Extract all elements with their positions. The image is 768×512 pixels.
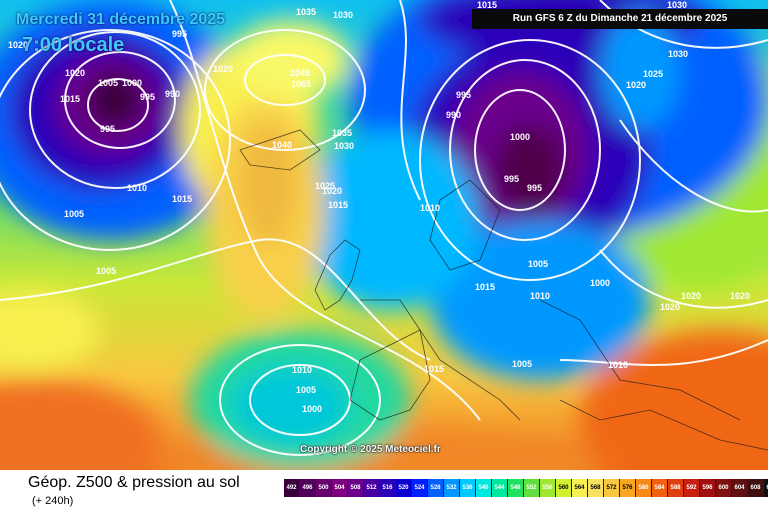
pressure-label: 1020	[8, 40, 28, 50]
scale-cell: 548	[508, 479, 524, 497]
copyright: Copyright © 2025 Meteociel.fr	[300, 444, 441, 455]
pressure-label: 1015	[424, 364, 444, 374]
run-info: Run GFS 6 Z du Dimanche 21 décembre 2025	[472, 9, 768, 29]
scale-cell: 508	[348, 479, 364, 497]
color-scale: 492 496 500 504 508 512 516 520 524 528 532 536 540 5…	[284, 479, 768, 497]
pressure-label: 1065	[291, 79, 311, 89]
pressure-label: 1005	[96, 266, 116, 276]
pressure-label: 1030	[667, 0, 687, 10]
pressure-label: 995	[140, 92, 155, 102]
pressure-label: 1010	[292, 365, 312, 375]
scale-cell: 516	[380, 479, 396, 497]
scale-cell: 556	[540, 479, 556, 497]
pressure-label: 995	[172, 29, 187, 39]
pressure-label: 1005	[296, 385, 316, 395]
scale-cell: 560	[556, 479, 572, 497]
pressure-label: 1000	[510, 132, 530, 142]
pressure-label: 995	[456, 90, 471, 100]
scale-cell: 512	[364, 479, 380, 497]
pressure-label: 1035	[296, 7, 316, 17]
pressure-label: 990	[165, 89, 180, 99]
scale-cell: 576	[620, 479, 636, 497]
pressure-label: 1010	[530, 291, 550, 301]
forecast-lead: (+ 240h)	[32, 495, 74, 507]
scale-cell: 520	[396, 479, 412, 497]
legend-footer: Géop. Z500 & pression au sol (+ 240h) 49…	[0, 470, 768, 512]
forecast-time: 7:00 locale	[22, 34, 125, 56]
scale-cell: 604	[732, 479, 748, 497]
pressure-label: 1010	[127, 183, 147, 193]
pressure-label: 1015	[477, 0, 497, 10]
scale-cell: 612	[764, 479, 768, 497]
pressure-label: 1005	[512, 359, 532, 369]
pressure-label: 1020	[660, 302, 680, 312]
scale-cell: 536	[460, 479, 476, 497]
scale-cell: 592	[684, 479, 700, 497]
pressure-label: 1015	[475, 282, 495, 292]
scale-cell: 532	[444, 479, 460, 497]
pressure-label: 1020	[681, 291, 701, 301]
scale-cell: 552	[524, 479, 540, 497]
pressure-label: 1000	[302, 404, 322, 414]
scale-cell: 572	[604, 479, 620, 497]
pressure-label: 990	[446, 110, 461, 120]
scale-cell: 584	[652, 479, 668, 497]
pressure-label: 1005	[98, 78, 118, 88]
scale-cell: 500	[316, 479, 332, 497]
pressure-label: 1015	[60, 94, 80, 104]
scale-cell: 524	[412, 479, 428, 497]
pressure-label: 995	[527, 183, 542, 193]
scale-cell: 608	[748, 479, 764, 497]
pressure-label: 1035	[332, 128, 352, 138]
pressure-label: 1020	[730, 291, 750, 301]
scale-cell: 580	[636, 479, 652, 497]
scale-cell: 596	[700, 479, 716, 497]
scale-cell: 496	[300, 479, 316, 497]
pressure-label: 1030	[334, 141, 354, 151]
pressure-label: 1000	[122, 78, 142, 88]
scale-cell: 504	[332, 479, 348, 497]
pressure-label: 1025	[643, 69, 663, 79]
scale-cell: 568	[588, 479, 604, 497]
pressure-label: 1030	[668, 49, 688, 59]
pressure-label: 1040	[272, 140, 292, 150]
scale-cell: 540	[476, 479, 492, 497]
pressure-label: 1010	[608, 360, 628, 370]
pressure-label: 1020	[322, 186, 342, 196]
scale-cell: 600	[716, 479, 732, 497]
scale-cell: 564	[572, 479, 588, 497]
pressure-label: 1005	[528, 259, 548, 269]
pressure-label: 1020	[65, 68, 85, 78]
pressure-label: 1020	[213, 64, 233, 74]
pressure-label: 1020	[626, 80, 646, 90]
pressure-label: 1000	[590, 278, 610, 288]
map-title: Géop. Z500 & pression au sol	[28, 474, 240, 491]
pressure-label: 1025	[315, 181, 335, 191]
scale-cell: 588	[668, 479, 684, 497]
pressure-label: 1015	[328, 200, 348, 210]
scale-cell: 528	[428, 479, 444, 497]
scale-cell: 544	[492, 479, 508, 497]
scale-cell: 492	[284, 479, 300, 497]
pressure-label: 1005	[64, 209, 84, 219]
pressure-label: 1045	[290, 68, 310, 78]
pressure-label: 995	[100, 124, 115, 134]
forecast-date: Mercredi 31 décembre 2025	[16, 11, 226, 28]
pressure-label: 995	[504, 174, 519, 184]
pressure-label: 1010	[420, 203, 440, 213]
pressure-label: 1030	[333, 10, 353, 20]
pressure-label: 1015	[172, 194, 192, 204]
